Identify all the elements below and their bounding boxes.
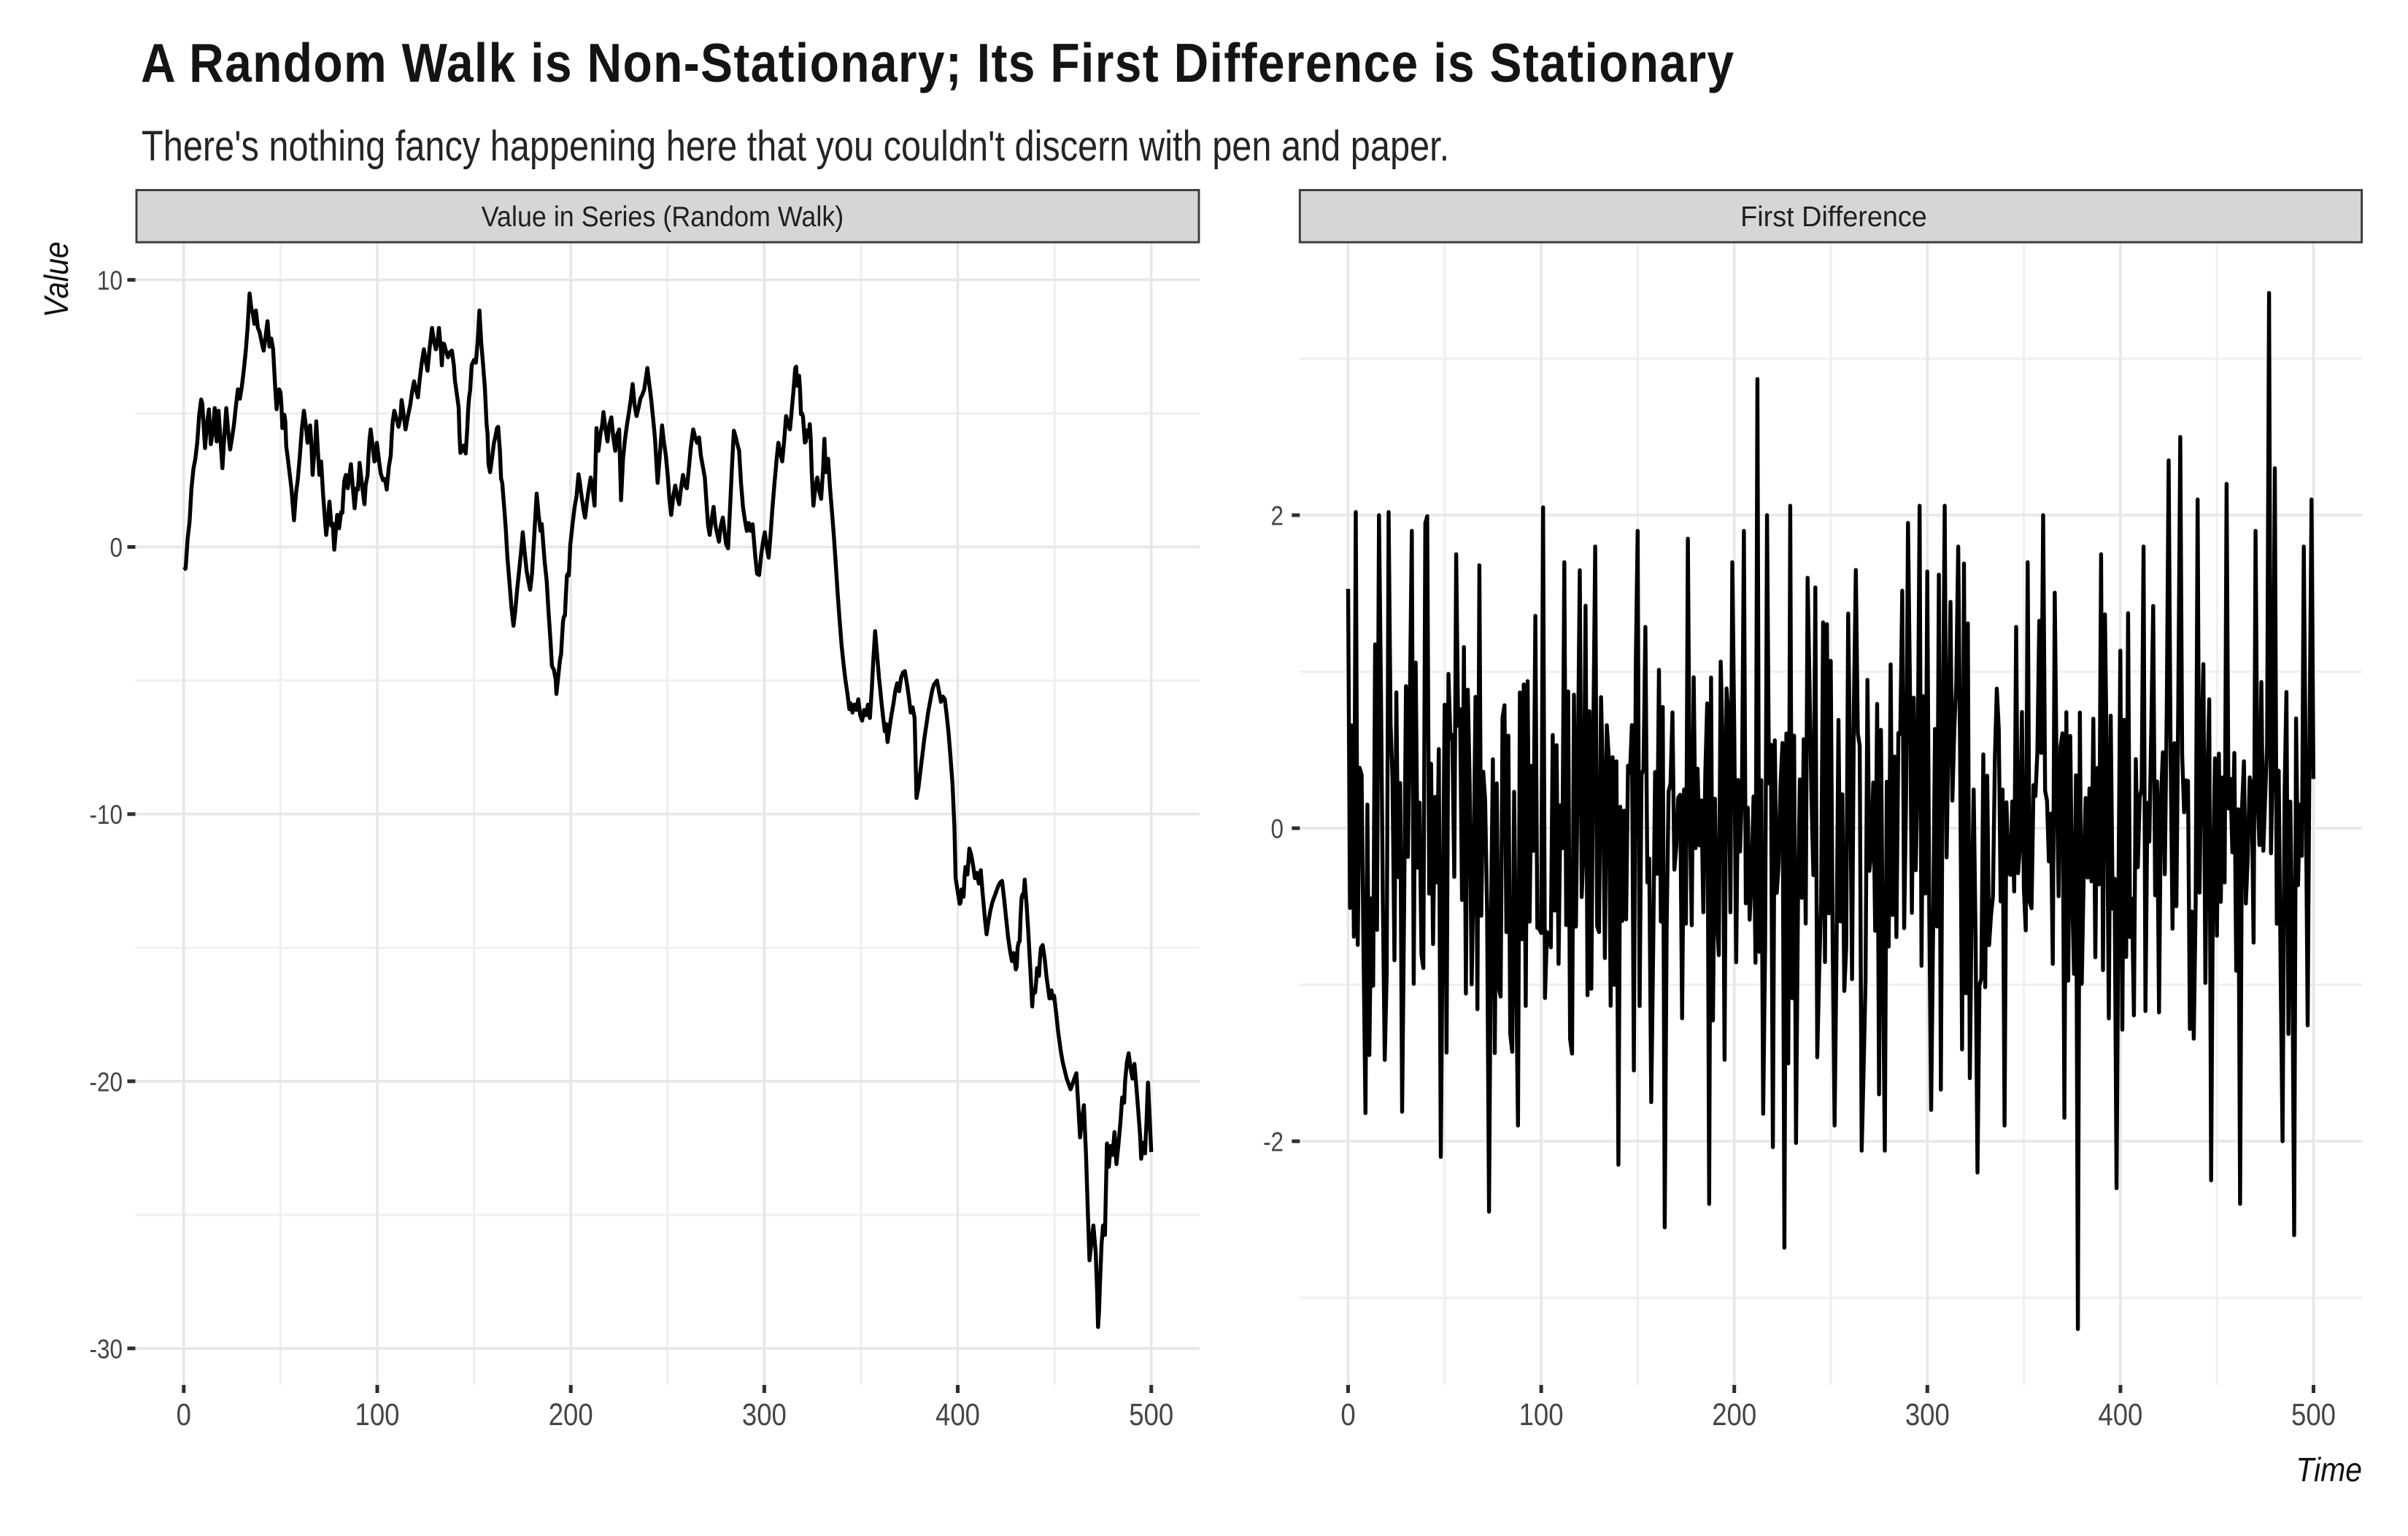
svg-text:-30: -30	[90, 1335, 123, 1365]
svg-text:-20: -20	[90, 1068, 123, 1097]
svg-text:0: 0	[1340, 1397, 1355, 1432]
svg-text:10: 10	[97, 266, 123, 296]
svg-text:0: 0	[177, 1397, 191, 1432]
svg-text:2: 2	[1271, 501, 1284, 531]
svg-text:100: 100	[355, 1397, 400, 1432]
svg-text:0: 0	[1271, 814, 1284, 844]
svg-text:100: 100	[1519, 1397, 1564, 1432]
svg-text:Value in Series (Random Walk): Value in Series (Random Walk)	[482, 201, 844, 233]
svg-text:300: 300	[1905, 1397, 1950, 1432]
svg-text:0: 0	[110, 533, 123, 563]
svg-text:200: 200	[1712, 1397, 1756, 1432]
svg-text:-10: -10	[90, 800, 123, 830]
svg-text:400: 400	[2098, 1397, 2142, 1432]
svg-text:First Difference: First Difference	[1740, 201, 1927, 233]
svg-text:200: 200	[549, 1397, 593, 1432]
svg-text:Value: Value	[38, 242, 76, 317]
svg-text:500: 500	[2291, 1397, 2336, 1432]
svg-text:300: 300	[742, 1397, 787, 1432]
svg-text:500: 500	[1129, 1397, 1173, 1432]
svg-text:-2: -2	[1263, 1127, 1284, 1157]
svg-text:A Random Walk is Non-Stationar: A Random Walk is Non-Stationary; Its Fir…	[141, 32, 1734, 93]
svg-text:Time: Time	[2296, 1452, 2362, 1489]
svg-text:400: 400	[935, 1397, 980, 1432]
svg-text:There's nothing fancy happenin: There's nothing fancy happening here tha…	[142, 123, 1449, 170]
